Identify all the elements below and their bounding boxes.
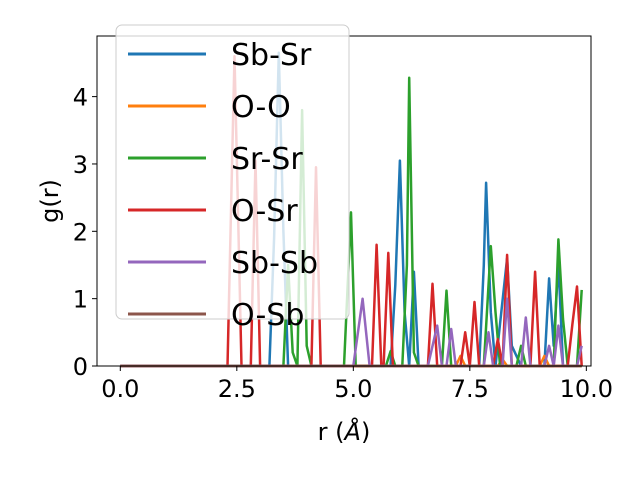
legend-label: O-O xyxy=(231,90,291,125)
legend-box xyxy=(115,24,350,320)
legend-label: O-Sr xyxy=(231,194,298,229)
x-axis-label: r (Å) xyxy=(318,417,371,446)
x-axis-label-unit: Å xyxy=(343,417,361,446)
x-tick-label: 2.5 xyxy=(218,375,256,403)
y-tick-label: 4 xyxy=(73,84,88,112)
y-tick-label: 1 xyxy=(73,286,88,314)
x-axis-ticks: 0.0 2.5 5.0 7.5 10.0 xyxy=(101,366,613,403)
legend-label: O-Sb xyxy=(231,298,304,333)
y-tick-label: 2 xyxy=(73,218,88,246)
x-axis-label-suffix: ) xyxy=(361,418,370,446)
legend-label: Sb-Sb xyxy=(231,246,318,281)
y-tick-label: 3 xyxy=(73,151,88,179)
x-axis-label-prefix: r ( xyxy=(318,418,345,446)
y-axis-label: g(r) xyxy=(36,179,64,223)
legend-label: Sb-Sr xyxy=(231,38,312,73)
series-line-o-sr xyxy=(120,54,583,368)
y-axis-ticks: 0 1 2 3 4 xyxy=(73,84,97,381)
x-tick-label: 5.0 xyxy=(334,375,372,403)
y-tick-label: 0 xyxy=(73,353,88,381)
x-tick-label: 7.5 xyxy=(451,375,489,403)
x-tick-label: 0.0 xyxy=(101,375,139,403)
x-tick-label: 10.0 xyxy=(560,375,613,403)
legend-label: Sr-Sr xyxy=(231,142,303,177)
legend: Sb-Sr O-O Sr-Sr O-Sr Sb-Sb O-Sb xyxy=(115,24,350,333)
